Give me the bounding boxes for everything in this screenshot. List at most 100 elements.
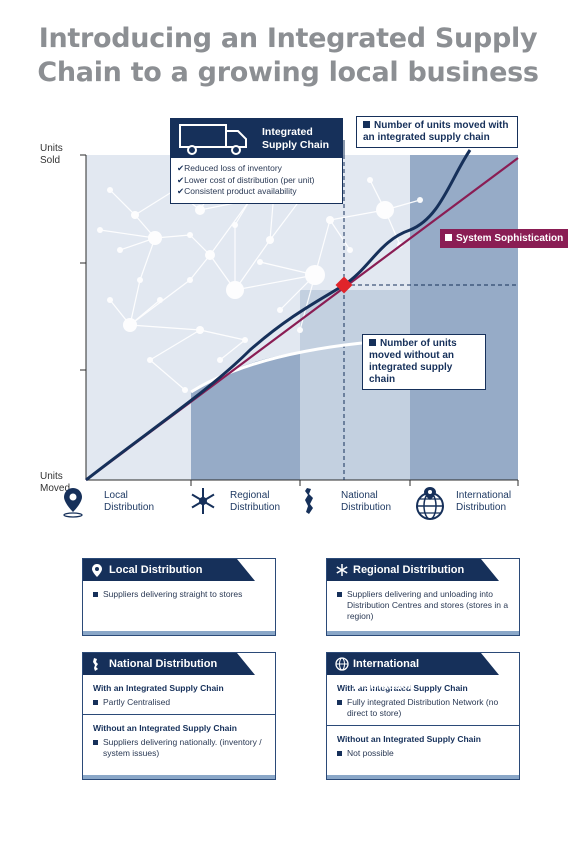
- network-edge: [189, 254, 211, 281]
- network-edge: [149, 359, 186, 391]
- line-without-integrated-chain: [190, 341, 363, 394]
- y-axis-bottom-label: Units Moved: [40, 471, 70, 495]
- callout-system-sophistication: System Sophistication: [440, 229, 569, 248]
- network-edge: [234, 199, 251, 226]
- network-node: [326, 216, 334, 224]
- card-national-head: National Distribution: [83, 653, 275, 675]
- truck-box-header: Integrated Supply Chain: [170, 118, 343, 158]
- benefit-item: Lower cost of distribution (per unit): [177, 175, 336, 187]
- network-node: [347, 247, 353, 253]
- network-node: [148, 231, 162, 245]
- network-edge: [129, 324, 201, 331]
- network-node: [257, 259, 263, 265]
- category-regional: Regional Distribution: [191, 488, 281, 514]
- truck-title-2: Supply Chain: [262, 139, 330, 151]
- card-international-with-heading: With an Integrated Supply Chain: [337, 683, 509, 694]
- network-node: [182, 387, 188, 393]
- card-national-without-heading: Without an Integrated Supply Chain: [93, 723, 237, 733]
- callout-with-chain: Number of units moved with an integrated…: [356, 116, 518, 148]
- card-international-without-item: Not possible: [337, 748, 509, 759]
- network-node: [187, 277, 193, 283]
- category-international-line2: Distribution: [456, 502, 507, 513]
- network-edge: [134, 189, 176, 216]
- network-node: [196, 326, 204, 334]
- category-regional-line1: Regional: [230, 490, 270, 501]
- network-node: [187, 232, 193, 238]
- network-edge: [149, 329, 201, 361]
- callout-system-text: System Sophistication: [456, 233, 564, 244]
- card-local-head: Local Distribution: [83, 559, 275, 581]
- network-edge: [269, 199, 301, 241]
- network-node: [157, 297, 163, 303]
- card-national-with-item: Partly Centralised: [93, 697, 265, 708]
- category-international-line1: International: [456, 490, 512, 501]
- truck-title-1: Integrated: [262, 126, 313, 138]
- card-regional-title: Regional Distribution: [327, 559, 499, 581]
- callout-without-chain: Number of units moved without an integra…: [362, 334, 486, 390]
- callout-without-chain-text: Number of units moved without an integra…: [369, 338, 457, 385]
- card-divider: [327, 725, 519, 726]
- card-national-body: With an Integrated Supply Chain Partly C…: [83, 675, 275, 765]
- card-regional-item: Suppliers delivering and unloading into …: [337, 589, 509, 622]
- card-regional-distribution: Regional Distribution Suppliers deliveri…: [326, 558, 520, 636]
- network-node: [266, 236, 274, 244]
- intersection-marker: [335, 276, 353, 294]
- card-national-distribution: National Distribution With an Integrated…: [82, 652, 276, 780]
- network-node: [97, 227, 103, 233]
- network-edge: [329, 219, 351, 251]
- card-international-distribution: International Distribution With an Integ…: [326, 652, 520, 780]
- card-international-title: International Distribution: [327, 653, 499, 692]
- network-node: [137, 277, 143, 283]
- network-edge: [234, 239, 271, 291]
- network-edge: [199, 329, 246, 341]
- benefit-item: Consistent product availability: [177, 186, 336, 198]
- card-regional-body: Suppliers delivering and unloading into …: [327, 581, 519, 628]
- network-node: [232, 222, 238, 228]
- network-node: [277, 307, 283, 313]
- category-national-line1: National: [341, 490, 378, 501]
- snowflake-icon: [191, 488, 215, 514]
- network-node: [107, 297, 113, 303]
- y-axis-top-label: Units Sold: [40, 143, 63, 167]
- truck-box-title: Integrated Supply Chain: [262, 126, 329, 152]
- network-edge: [219, 339, 246, 361]
- category-international: International Distribution: [416, 487, 512, 520]
- card-local-distribution: Local Distribution Suppliers delivering …: [82, 558, 276, 636]
- title-line-2: Chain to a growing local business: [37, 57, 539, 88]
- band-regional: [191, 352, 300, 480]
- card-bottom-bar: [83, 775, 275, 779]
- category-local: Local Distribution: [63, 488, 154, 518]
- card-international-without-heading: Without an Integrated Supply Chain: [337, 734, 481, 744]
- category-local-line1: Local: [104, 490, 128, 501]
- network-node: [305, 265, 325, 285]
- callout-with-chain-box: Number of units moved with an integrated…: [356, 116, 518, 148]
- country-map-icon: [305, 488, 313, 514]
- card-local-body: Suppliers delivering straight to stores: [83, 581, 275, 606]
- card-divider: [83, 714, 275, 715]
- network-node: [195, 205, 205, 215]
- network-edge: [129, 279, 141, 326]
- truck-box-list: Reduced loss of inventory Lower cost of …: [170, 158, 343, 204]
- network-edge: [329, 209, 386, 221]
- card-national-with-heading: With an Integrated Supply Chain: [93, 683, 224, 693]
- snowflake-icon: [336, 564, 348, 576]
- network-node: [217, 357, 223, 363]
- category-national-line2: Distribution: [341, 502, 392, 513]
- network-node: [147, 357, 153, 363]
- network-edge: [109, 189, 136, 216]
- network-node: [117, 247, 123, 253]
- card-national-title: National Distribution: [83, 653, 255, 675]
- network-node: [131, 211, 139, 219]
- integrated-supply-chain-box: Integrated Supply Chain Reduced loss of …: [170, 118, 343, 204]
- network-edge: [99, 229, 156, 239]
- network-node: [242, 337, 248, 343]
- y-bottom-label-2: Moved: [40, 483, 71, 494]
- network-edge: [209, 199, 251, 256]
- map-pin-icon: [63, 488, 83, 518]
- card-international-head: International Distribution: [327, 653, 519, 692]
- category-regional-line2: Distribution: [230, 502, 281, 513]
- card-bottom-bar: [83, 631, 275, 635]
- network-node: [417, 197, 423, 203]
- network-node: [376, 201, 394, 219]
